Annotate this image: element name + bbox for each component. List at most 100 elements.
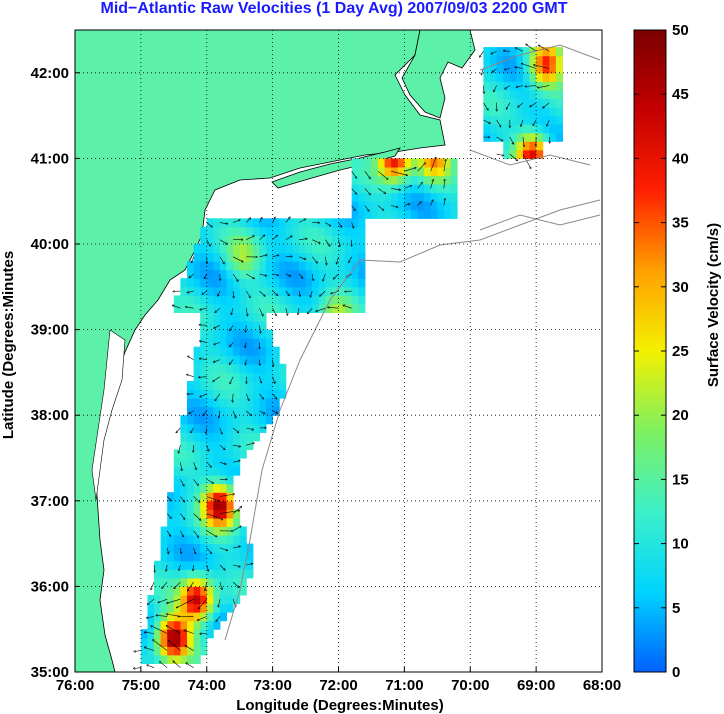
velocity-cell (233, 423, 241, 433)
velocity-cell (549, 47, 557, 57)
velocity-cell (173, 483, 181, 493)
velocity-vector (177, 598, 194, 607)
velocity-cell (516, 124, 524, 134)
velocity-vector (193, 547, 196, 554)
velocity-cell (252, 312, 260, 322)
velocity-vector (214, 325, 221, 328)
velocity-cell (516, 132, 524, 142)
velocity-cell (483, 64, 491, 74)
velocity-vector (193, 513, 201, 521)
velocity-cell (345, 295, 353, 305)
velocity-vector (232, 273, 238, 281)
velocity-cell (318, 244, 326, 254)
velocity-cell (272, 235, 280, 245)
velocity-vector (496, 119, 501, 127)
velocity-cell (233, 346, 241, 356)
velocity-cell (193, 612, 201, 622)
lat-tick-label: 35:00 (31, 664, 69, 681)
velocity-cell (193, 509, 201, 519)
velocity-cell (325, 269, 333, 279)
colorbar-tick-label: 20 (672, 407, 689, 424)
velocity-cell (522, 107, 530, 117)
velocity-cell (173, 620, 181, 630)
velocity-cell (266, 226, 274, 236)
velocity-cell (173, 646, 181, 656)
velocity-cell (299, 226, 307, 236)
velocity-cell (233, 535, 241, 545)
velocity-cell (173, 603, 181, 613)
velocity-cell (252, 406, 260, 416)
velocity-cell (364, 184, 372, 194)
velocity-cell (187, 269, 195, 279)
velocity-cell (200, 329, 208, 339)
velocity-cell (206, 612, 214, 622)
velocity-cell (305, 261, 313, 271)
velocity-cell (213, 535, 221, 545)
velocity-cell (252, 295, 260, 305)
velocity-cell (213, 269, 221, 279)
velocity-cell (345, 226, 353, 236)
velocity-cell (351, 167, 359, 177)
velocity-vector (259, 235, 265, 240)
velocity-cell (206, 535, 214, 545)
velocity-vector (232, 526, 241, 532)
velocity-cell (219, 321, 227, 331)
velocity-cell (193, 415, 201, 425)
velocity-cell (483, 81, 491, 91)
velocity-cell (292, 244, 300, 254)
velocity-cell (483, 55, 491, 65)
velocity-cell (536, 149, 544, 159)
velocity-cell (187, 646, 195, 656)
velocity-cell (246, 329, 254, 339)
velocity-vector (233, 291, 234, 298)
velocity-vector (504, 51, 510, 52)
velocity-cell (193, 261, 201, 271)
lat-tick-label: 40:00 (31, 236, 69, 253)
velocity-cell (351, 303, 359, 313)
velocity-cell (193, 252, 201, 262)
velocity-cell (325, 226, 333, 236)
velocity-cell (312, 235, 320, 245)
velocity-cell (206, 440, 214, 450)
velocity-cell (200, 269, 208, 279)
velocity-vector (377, 188, 386, 193)
velocity-cell (259, 389, 267, 399)
velocity-cell (529, 64, 537, 74)
velocity-cell (292, 235, 300, 245)
velocity-cell (219, 398, 227, 408)
velocity-cell (213, 577, 221, 587)
velocity-vector (148, 598, 155, 604)
velocity-cell (252, 415, 260, 425)
velocity-cell (285, 278, 293, 288)
velocity-cell (206, 595, 214, 605)
velocity-cell (450, 192, 458, 202)
velocity-cell (483, 89, 491, 99)
velocity-cell (312, 226, 320, 236)
velocity-vector (351, 222, 354, 228)
velocity-cell (206, 303, 214, 313)
velocity-vector (316, 307, 326, 311)
velocity-cell (239, 355, 247, 365)
velocity-vector (272, 217, 276, 223)
velocity-vector (491, 51, 497, 53)
velocity-cell (331, 261, 339, 271)
velocity-cell (193, 654, 201, 664)
velocity-vector (259, 290, 266, 296)
velocity-cell (345, 218, 353, 228)
velocity-cell (187, 637, 195, 647)
velocity-vector (198, 599, 208, 609)
velocity-cell (219, 389, 227, 399)
velocity-cell (351, 286, 359, 296)
velocity-cell (226, 500, 234, 510)
velocity-cell (233, 415, 241, 425)
velocity-cell (233, 226, 241, 236)
velocity-cell (246, 346, 254, 356)
velocity-cell (292, 295, 300, 305)
lon-tick-label: 69:00 (517, 677, 555, 694)
velocity-cell (167, 595, 175, 605)
velocity-cell (266, 355, 274, 365)
velocity-cell (496, 72, 504, 82)
velocity-cell (154, 654, 162, 664)
velocity-cell (358, 175, 366, 185)
